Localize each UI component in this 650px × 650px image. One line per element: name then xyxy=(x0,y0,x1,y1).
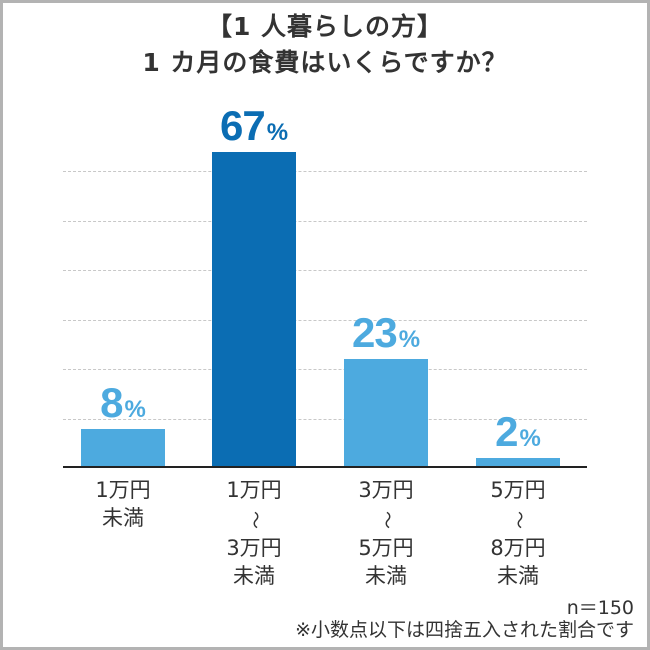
value-unit: % xyxy=(398,326,421,353)
gridline xyxy=(63,270,587,271)
category-label-line: 8万円 xyxy=(453,534,583,562)
label-text: 1万円 xyxy=(95,478,151,502)
gridline xyxy=(63,320,587,321)
bar-value-label: 8% xyxy=(61,379,185,427)
value-unit: % xyxy=(124,396,146,423)
x-axis-baseline xyxy=(63,466,587,468)
bar-value-label: 2% xyxy=(456,408,580,456)
bar-2 xyxy=(212,152,296,467)
value-unit: % xyxy=(519,425,541,452)
bar-value-label: 23% xyxy=(324,309,448,357)
range-tilde: 〜 xyxy=(244,511,265,529)
category-label-line: 未満 xyxy=(321,562,451,590)
category-label-line: 5万円 xyxy=(453,476,583,504)
gridline xyxy=(63,419,587,420)
value-unit: % xyxy=(266,119,289,146)
value-number: 67 xyxy=(219,102,266,149)
label-text: 8万円 xyxy=(490,536,546,560)
label-text: 未満 xyxy=(497,564,539,588)
value-number: 2 xyxy=(495,408,518,455)
category-label-line: 3万円 xyxy=(189,534,319,562)
value-number: 8 xyxy=(100,379,123,426)
bar-value-label: 67% xyxy=(192,102,316,150)
category-label: 3万円〜 5万円未満 xyxy=(321,476,451,590)
category-label-line: 5万円 xyxy=(321,534,451,562)
category-label-line: 1万円 xyxy=(58,476,188,504)
chart-title-line2: 1 カ月の食費はいくらですか？ xyxy=(142,48,508,77)
label-text: 未満 xyxy=(102,506,144,530)
label-text: 3万円 xyxy=(358,478,414,502)
category-label-line: 〜 xyxy=(453,504,583,534)
bar-3 xyxy=(344,359,428,467)
range-tilde: 〜 xyxy=(508,511,529,529)
label-text: 5万円 xyxy=(358,536,414,560)
label-text: 未満 xyxy=(233,564,275,588)
category-label: 1万円〜 3万円未満 xyxy=(189,476,319,590)
category-label-line: 未満 xyxy=(453,562,583,590)
label-text: 3万円 xyxy=(226,536,282,560)
chart-title-line1: 【1 人暮らしの方】 xyxy=(206,12,444,41)
rounding-footnote: ※小数点以下は四捨五入された割合です xyxy=(295,619,634,641)
category-label-line: 〜 xyxy=(321,504,451,534)
sample-size-label: n＝150 xyxy=(566,597,634,619)
label-text: 未満 xyxy=(365,564,407,588)
category-label-line: 1万円 xyxy=(189,476,319,504)
category-label: 1万円未満 xyxy=(58,476,188,532)
label-text: 1万円 xyxy=(226,478,282,502)
category-label-line: 〜 xyxy=(189,504,319,534)
category-label-line: 未満 xyxy=(189,562,319,590)
label-text: 5万円 xyxy=(490,478,546,502)
category-label-line: 3万円 xyxy=(321,476,451,504)
gridline xyxy=(63,221,587,222)
range-tilde: 〜 xyxy=(376,511,397,529)
chart-frame xyxy=(3,3,647,647)
gridline xyxy=(63,171,587,172)
value-number: 23 xyxy=(351,309,398,356)
category-label: 5万円〜 8万円未満 xyxy=(453,476,583,590)
bar-1 xyxy=(81,429,165,467)
bar-4 xyxy=(476,458,560,467)
gridline xyxy=(63,369,587,370)
category-label-line: 未満 xyxy=(58,504,188,532)
